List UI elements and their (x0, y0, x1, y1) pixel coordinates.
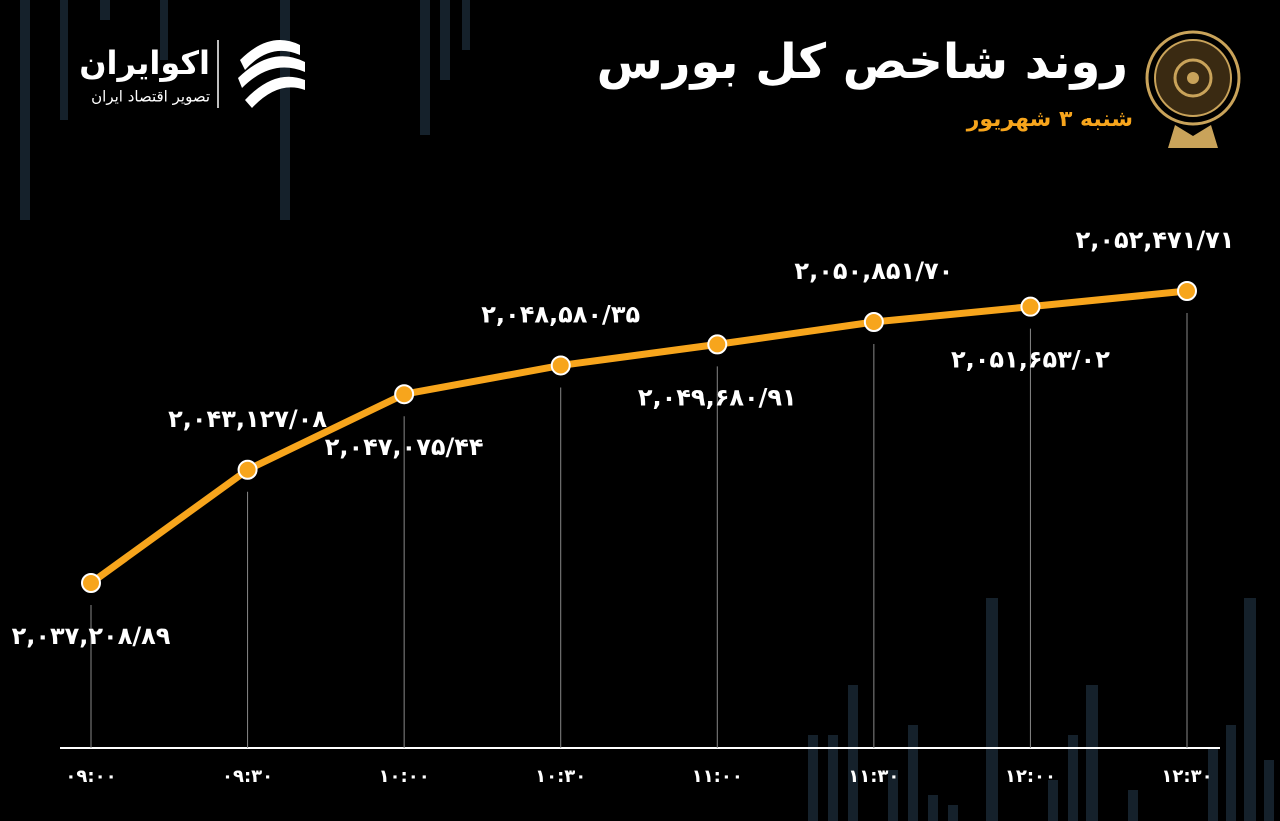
chart-subtitle: شنبه ۳ شهریور (966, 107, 1133, 132)
data-point (863, 311, 884, 332)
x-tick-label: ۱۱:۳۰ (848, 766, 899, 787)
chart-title: روند شاخص کل بورس (597, 34, 1128, 90)
data-point (1177, 281, 1197, 301)
data-point (707, 334, 728, 355)
data-point (1020, 296, 1041, 317)
value-label: ۲,۰۴۳,۱۲۷/۰۸ (168, 405, 327, 433)
value-label: ۲,۰۵۲,۴۷۱/۷۱ (1076, 226, 1235, 254)
brand-name: اکوایران (79, 44, 210, 82)
value-label: ۲,۰۴۹,۶۸۰/۹۱ (638, 383, 797, 411)
x-tick-label: ۱۱:۰۰ (692, 766, 743, 787)
data-point (81, 573, 101, 593)
series-line (88, 287, 1188, 586)
emblem (1145, 30, 1241, 148)
brand-tagline: تصویر اقتصاد ایران (91, 88, 210, 106)
value-label: ۲,۰۴۷,۰۷۵/۴۴ (325, 433, 484, 461)
value-label: ۲,۰۵۱,۶۵۳/۰۲ (951, 346, 1110, 374)
decor-bars (20, 0, 1274, 821)
x-tick-label: ۱۲:۰۰ (1005, 766, 1056, 787)
data-point (550, 355, 571, 376)
brand-logo (217, 40, 305, 108)
value-label: ۲,۰۳۷,۲۰۸/۸۹ (12, 622, 171, 650)
data-point (237, 459, 258, 480)
x-tick-label: ۱۰:۳۰ (535, 766, 586, 787)
data-point (394, 384, 415, 405)
x-tick-label: ۰۹:۳۰ (222, 766, 273, 787)
x-tick-label: ۰۹:۰۰ (65, 766, 116, 787)
x-tick-label: ۱۲:۳۰ (1161, 766, 1212, 787)
value-label: ۲,۰۴۸,۵۸۰/۳۵ (481, 300, 640, 328)
value-label: ۲,۰۵۰,۸۵۱/۷۰ (794, 257, 953, 285)
x-tick-label: ۱۰:۰۰ (379, 766, 430, 787)
